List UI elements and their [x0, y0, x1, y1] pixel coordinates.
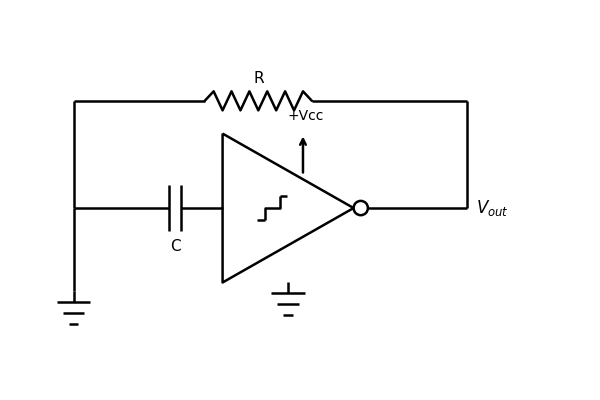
Text: R: R	[253, 71, 263, 86]
Text: C: C	[170, 239, 180, 254]
Text: +Vcc: +Vcc	[288, 109, 324, 123]
Text: $V_{out}$: $V_{out}$	[476, 198, 508, 218]
